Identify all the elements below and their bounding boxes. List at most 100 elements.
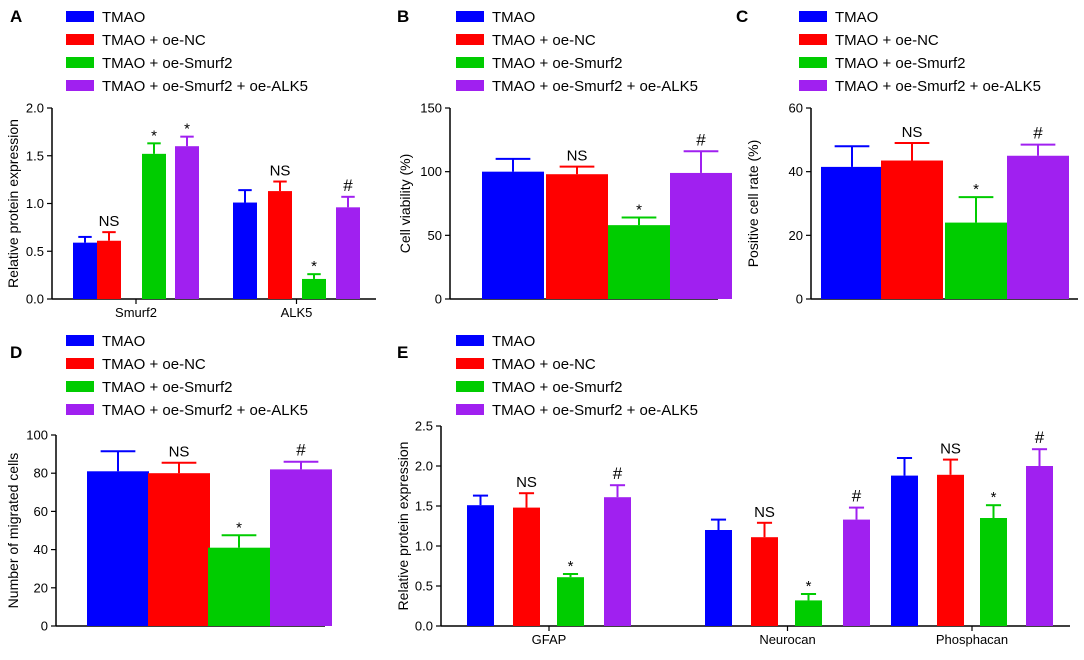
bar — [175, 146, 199, 299]
legend-label: TMAO — [492, 333, 535, 350]
legend-swatch — [66, 34, 94, 45]
bar-annotation: * — [973, 181, 979, 198]
bar-annotation: # — [852, 487, 862, 506]
bar — [1007, 155, 1069, 299]
y-tick-label: 0.0 — [26, 292, 44, 307]
legend-swatch — [456, 358, 484, 369]
bar-annotation: * — [806, 578, 812, 595]
bar — [513, 507, 540, 626]
bar-annotation: * — [151, 127, 157, 144]
panel-c: C TMAO TMAO + oe-NC TMAO + oe-Smurf2 TMAO + … — [736, 7, 1078, 307]
legend-label: TMAO + oe-Smurf2 — [492, 55, 622, 72]
legend-swatch — [66, 335, 94, 346]
bar-annotation: NS — [270, 163, 291, 180]
bar — [208, 547, 270, 626]
bar — [97, 240, 121, 299]
bar — [142, 153, 166, 299]
legend-label: TMAO + oe-Smurf2 + oe-ALK5 — [492, 78, 698, 95]
y-tick-label: 0 — [796, 292, 803, 307]
y-tick-label: 0 — [435, 292, 442, 307]
legend-label: TMAO + oe-NC — [102, 32, 206, 49]
bar — [945, 222, 1007, 299]
panel-label: A — [10, 7, 22, 26]
bar — [87, 471, 149, 626]
y-tick-label: 0.5 — [415, 579, 433, 594]
bar-annotation: # — [343, 176, 353, 195]
y-axis-title: Relative protein expression — [5, 119, 21, 288]
legend-swatch — [456, 57, 484, 68]
panel-a: A TMAO TMAO + oe-NC TMAO + oe-Smurf2 TMAO + … — [5, 7, 376, 320]
bar-annotation: NS — [516, 474, 537, 491]
y-tick-label: 2.0 — [415, 459, 433, 474]
legend-label: TMAO + oe-NC — [492, 32, 596, 49]
legend-label: TMAO + oe-Smurf2 — [102, 379, 232, 396]
bar — [302, 278, 326, 299]
legend-swatch — [66, 57, 94, 68]
legend-swatch — [799, 11, 827, 22]
y-tick-label: 1.5 — [415, 499, 433, 514]
legend-label: TMAO — [492, 9, 535, 26]
bar — [980, 518, 1007, 626]
legend-swatch — [66, 80, 94, 91]
legend-label: TMAO — [102, 333, 145, 350]
bar-annotation: NS — [99, 213, 120, 230]
legend-label: TMAO — [835, 9, 878, 26]
legend-label: TMAO + oe-Smurf2 — [102, 55, 232, 72]
panel-e: E TMAO TMAO + oe-NC TMAO + oe-Smurf2 TMAO + … — [395, 333, 1070, 647]
legend-label: TMAO + oe-NC — [835, 32, 939, 49]
bar-annotation: # — [696, 130, 706, 149]
y-tick-label: 2.5 — [415, 419, 433, 434]
y-tick-label: 20 — [34, 580, 48, 595]
legend-label: TMAO — [102, 9, 145, 26]
bar — [843, 519, 870, 626]
bar — [937, 474, 964, 626]
bar — [148, 473, 210, 626]
legend-swatch — [456, 404, 484, 415]
y-axis-title: Cell viability (%) — [397, 154, 413, 254]
y-axis-title: Relative protein expression — [395, 442, 411, 611]
bar-annotation: # — [613, 464, 623, 483]
bar-annotation: # — [1035, 428, 1045, 447]
x-tick-label: Neurocan — [759, 632, 815, 647]
bar-annotation: * — [311, 258, 317, 275]
y-tick-label: 60 — [34, 504, 48, 519]
y-tick-label: 40 — [789, 164, 803, 179]
legend-label: TMAO + oe-Smurf2 — [492, 379, 622, 396]
legend-swatch — [799, 34, 827, 45]
bar — [233, 202, 257, 299]
y-tick-label: 80 — [34, 466, 48, 481]
bar-annotation: NS — [902, 124, 923, 141]
panel-label: E — [397, 343, 408, 362]
y-tick-label: 0.0 — [415, 619, 433, 634]
legend-swatch — [799, 57, 827, 68]
legend-swatch — [456, 335, 484, 346]
panel-label: B — [397, 7, 409, 26]
bar — [270, 469, 332, 626]
y-tick-label: 1.0 — [415, 539, 433, 554]
legend-swatch — [456, 34, 484, 45]
panel-d: D TMAO TMAO + oe-NC TMAO + oe-Smurf2 TMAO + … — [5, 333, 332, 634]
bar — [881, 160, 943, 299]
y-tick-label: 1.5 — [26, 148, 44, 163]
bar — [336, 207, 360, 299]
panel-label: C — [736, 7, 748, 26]
y-tick-label: 50 — [428, 228, 442, 243]
x-tick-label: GFAP — [532, 632, 567, 647]
x-tick-label: Phosphacan — [936, 632, 1008, 647]
y-axis-title: Positive cell rate (%) — [745, 140, 761, 268]
legend-label: TMAO + oe-Smurf2 + oe-ALK5 — [102, 402, 308, 419]
legend-label: TMAO + oe-Smurf2 + oe-ALK5 — [835, 78, 1041, 95]
legend-label: TMAO + oe-Smurf2 + oe-ALK5 — [102, 78, 308, 95]
bar-annotation: NS — [567, 148, 588, 165]
bar-annotation: # — [296, 441, 306, 460]
bar — [751, 537, 778, 626]
bar — [705, 530, 732, 626]
bar — [557, 577, 584, 626]
legend-swatch — [66, 381, 94, 392]
x-tick-label: Smurf2 — [115, 305, 157, 320]
bar-annotation: * — [184, 121, 190, 138]
legend-swatch — [456, 80, 484, 91]
panel-b: B TMAO TMAO + oe-NC TMAO + oe-Smurf2 TMAO + … — [397, 7, 732, 307]
legend-swatch — [799, 80, 827, 91]
y-tick-label: 2.0 — [26, 101, 44, 116]
